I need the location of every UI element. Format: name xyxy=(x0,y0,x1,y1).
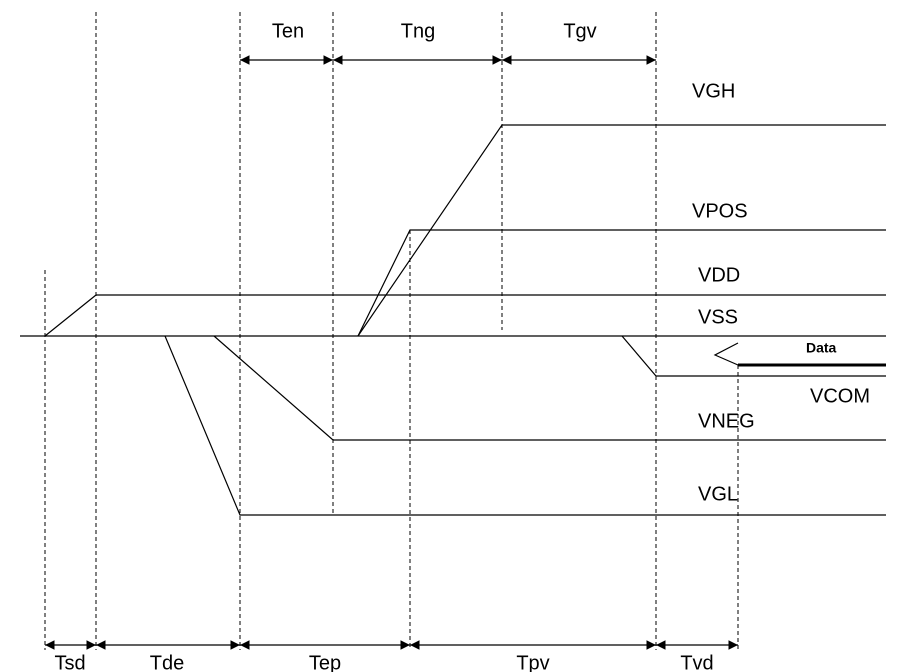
waveforms xyxy=(20,124,886,516)
signal-label: VGL xyxy=(698,483,738,505)
signal-label: Data xyxy=(806,340,837,356)
interval-label: Tsd xyxy=(54,652,85,672)
interval-arrows xyxy=(45,55,738,650)
signal-label: VDD xyxy=(698,264,740,286)
interval-label: Tgv xyxy=(563,20,596,42)
signal-label: VPOS xyxy=(692,200,748,222)
interval-label: Tep xyxy=(309,652,341,672)
interval-label: Ten xyxy=(272,20,304,42)
signal-label: VNEG xyxy=(698,410,755,432)
interval-label: Tng xyxy=(401,20,435,42)
signal-label: VSS xyxy=(698,306,738,328)
interval-label: Tde xyxy=(150,652,184,672)
interval-label: Tpv xyxy=(516,652,549,672)
interval-label: Tvd xyxy=(680,652,713,672)
guides xyxy=(44,12,739,650)
signal-label: VGH xyxy=(692,80,735,102)
signal-label: VCOM xyxy=(810,385,870,407)
